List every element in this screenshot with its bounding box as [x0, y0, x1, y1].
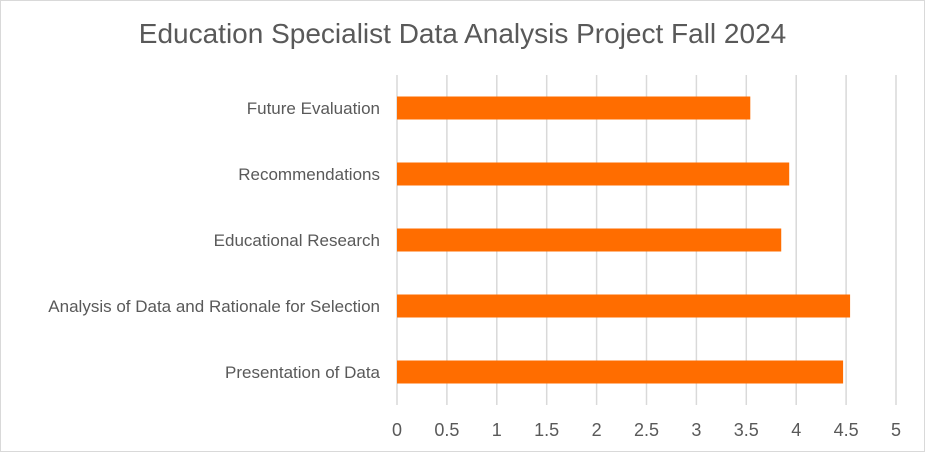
x-tick-label: 2.5	[634, 420, 659, 440]
category-labels: Future Evaluation Recommendations Educatio…	[48, 99, 380, 382]
category-label: Future Evaluation	[247, 99, 380, 118]
x-tick-label: 4.5	[834, 420, 859, 440]
x-tick-label: 1	[492, 420, 502, 440]
bar	[397, 162, 790, 186]
bar	[397, 294, 851, 318]
category-label: Analysis of Data and Rationale for Selec…	[48, 297, 380, 316]
x-tick-label: 1.5	[534, 420, 559, 440]
x-tick-label: 4	[791, 420, 801, 440]
bar	[397, 96, 751, 120]
category-label: Presentation of Data	[225, 363, 381, 382]
bar	[397, 228, 782, 252]
category-label: Recommendations	[238, 165, 380, 184]
x-tick-label: 3	[691, 420, 701, 440]
x-axis-tick-labels: 0 0.5 1 1.5 2 2.5 3 3.5 4 4.5 5	[392, 420, 901, 440]
x-tick-label: 0.5	[434, 420, 459, 440]
bar	[397, 360, 844, 384]
category-label: Educational Research	[214, 231, 380, 250]
x-tick-label: 2	[592, 420, 602, 440]
bars	[397, 96, 851, 384]
x-tick-label: 5	[891, 420, 901, 440]
x-tick-label: 3.5	[734, 420, 759, 440]
chart-title: Education Specialist Data Analysis Proje…	[138, 18, 787, 49]
x-tick-label: 0	[392, 420, 402, 440]
